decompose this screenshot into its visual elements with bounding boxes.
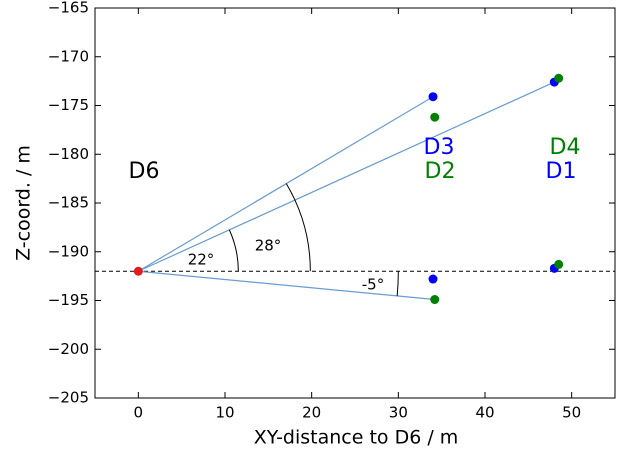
annotation: D3 bbox=[424, 135, 455, 160]
connector-line bbox=[138, 270, 435, 301]
annotation: D1 bbox=[546, 159, 577, 184]
point bbox=[430, 112, 440, 122]
y-axis-label: Z-coord. / m bbox=[13, 145, 35, 261]
point bbox=[430, 295, 440, 305]
angle-arc bbox=[396, 271, 399, 296]
y-tick-label: −180 bbox=[48, 145, 89, 163]
plot-frame bbox=[94, 7, 616, 399]
angle-arc bbox=[228, 229, 239, 272]
point bbox=[554, 259, 564, 269]
point bbox=[133, 266, 143, 276]
angle-arc bbox=[285, 183, 311, 272]
y-tick-label: −165 bbox=[48, 0, 89, 17]
y-tick-label: −205 bbox=[48, 389, 89, 407]
y-tick-label: −200 bbox=[48, 340, 89, 358]
annotation: -5° bbox=[362, 276, 384, 294]
x-tick-label: 40 bbox=[475, 404, 494, 422]
x-tick-label: 10 bbox=[215, 404, 234, 422]
x-tick-label: 50 bbox=[562, 404, 581, 422]
connector-line bbox=[138, 81, 555, 272]
connector-line bbox=[138, 96, 434, 272]
annotation: 22° bbox=[188, 251, 215, 269]
point bbox=[554, 73, 564, 83]
point bbox=[428, 274, 438, 284]
x-axis-label: XY-distance to D6 / m bbox=[254, 427, 459, 449]
annotation: D6 bbox=[129, 159, 160, 184]
x-tick-label: 0 bbox=[134, 404, 144, 422]
annotation: D4 bbox=[550, 135, 581, 160]
annotation: 28° bbox=[255, 237, 282, 255]
y-tick-label: −185 bbox=[48, 194, 89, 212]
y-tick-label: −175 bbox=[48, 96, 89, 114]
x-tick-label: 20 bbox=[302, 404, 321, 422]
y-tick-label: −195 bbox=[48, 291, 89, 309]
annotation: D2 bbox=[425, 159, 456, 184]
x-tick-label: 30 bbox=[389, 404, 408, 422]
y-tick-label: −190 bbox=[48, 242, 89, 260]
point bbox=[428, 92, 438, 102]
y-tick-label: −170 bbox=[48, 47, 89, 65]
